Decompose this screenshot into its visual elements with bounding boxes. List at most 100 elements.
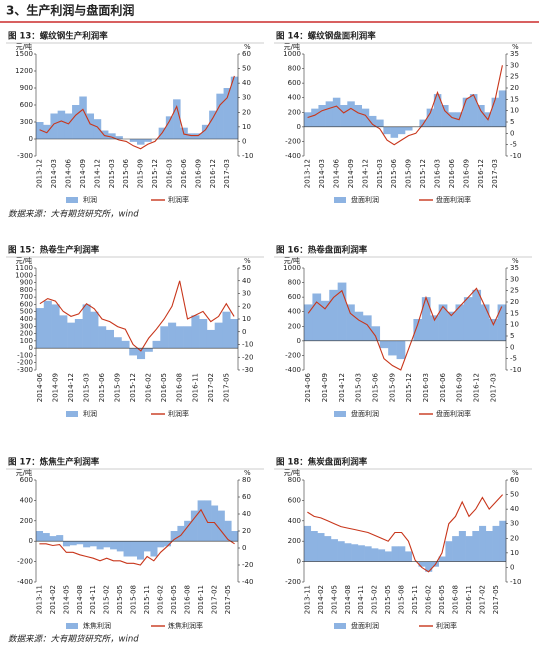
bar: [418, 561, 426, 567]
bar: [36, 122, 44, 139]
y2-tick-label: 20: [510, 84, 519, 92]
y-tick-label: 300: [20, 322, 33, 330]
x-tick-label: 2014-03: [50, 159, 58, 188]
bar: [93, 119, 102, 139]
legend-label: 利润率: [168, 195, 189, 204]
legend-swatch: [66, 197, 78, 203]
y-tick-label: 200: [20, 517, 33, 525]
x-tick-label: 2014-11: [89, 585, 97, 614]
x-tick-label: 2015-08: [398, 585, 406, 614]
y2-axis-unit: %: [244, 257, 251, 265]
y2-tick-label: 10: [510, 549, 519, 557]
y-tick-label: 200: [20, 330, 33, 338]
bar: [351, 544, 359, 562]
y-tick-label: 400: [20, 496, 33, 504]
y2-tick-label: 25: [510, 73, 519, 81]
bar: [344, 543, 352, 562]
x-tick-label: 2014-03: [318, 159, 326, 188]
x-tick-label: 2016-08: [184, 585, 192, 614]
chart-title: 图 13：螺纹钢生产利润率: [8, 31, 108, 42]
y-tick-label: 600: [20, 300, 33, 308]
x-tick-label: 2014-09: [347, 159, 355, 188]
y-tick-label: 200: [288, 322, 301, 330]
bar: [465, 536, 473, 562]
bar: [489, 319, 498, 341]
bar: [82, 304, 91, 349]
y2-tick-label: 30: [242, 94, 251, 102]
x-tick-label: 2015-11: [143, 585, 151, 614]
x-tick-label: 2016-08: [176, 373, 184, 402]
source-note: 数据来源：大有期货研究所，wind: [8, 209, 139, 220]
bar: [438, 304, 448, 341]
y2-tick-label: 0: [242, 137, 246, 145]
bar: [209, 110, 217, 139]
bar: [448, 112, 456, 127]
x-tick-label: 2017-03: [489, 373, 497, 402]
y2-axis-unit: %: [512, 257, 519, 265]
y-axis-unit: 元/吨: [284, 42, 300, 51]
bar: [231, 531, 239, 542]
y2-tick-label: 35: [510, 264, 519, 272]
bar: [447, 311, 456, 341]
bar: [388, 340, 397, 356]
y2-axis-unit: %: [512, 469, 519, 477]
bar: [332, 97, 341, 127]
y-tick-label: 1000: [283, 264, 301, 272]
x-tick-label: 2015-03: [376, 159, 384, 188]
bar: [143, 541, 151, 552]
bar: [49, 536, 57, 542]
bar: [86, 113, 95, 139]
x-tick-label: 2016-05: [160, 373, 168, 402]
bar: [397, 126, 406, 135]
bar: [318, 105, 326, 127]
bar: [57, 110, 66, 139]
chart-title: 图 17：炼焦生产利润率: [8, 457, 100, 468]
bar: [421, 297, 431, 341]
y2-tick-label: 40: [242, 510, 251, 518]
legend-label: 盘面利润率: [436, 409, 471, 418]
y-axis-unit: 元/吨: [16, 42, 32, 51]
legend-label: 盘面利润: [351, 621, 379, 630]
bar: [477, 105, 485, 127]
y-tick-label: 0: [29, 344, 33, 352]
bar: [304, 304, 313, 341]
chart-title: 图 14：螺纹钢盘面利润率: [276, 31, 376, 42]
y-axis-unit: 元/吨: [284, 468, 300, 477]
x-tick-label: 2014-09: [321, 373, 329, 402]
bar: [217, 510, 225, 542]
y-tick-label: 600: [288, 496, 301, 504]
bar: [98, 326, 107, 349]
y2-tick-label: 10: [510, 321, 519, 329]
y2-tick-label: 15: [510, 95, 519, 103]
legend-label: 利润: [83, 195, 97, 204]
bar: [413, 319, 423, 341]
bar: [469, 94, 478, 127]
x-tick-label: 2016-02: [145, 373, 153, 402]
y-tick-label: 100: [20, 337, 33, 345]
x-tick-label: 2016-06: [439, 372, 447, 402]
bar: [163, 541, 171, 547]
y2-tick-label: -20: [242, 561, 253, 569]
x-tick-label: 2016-09: [456, 373, 464, 402]
bar: [110, 541, 118, 550]
bar: [425, 561, 433, 572]
bar: [499, 520, 507, 562]
bar: [492, 525, 500, 562]
bar: [458, 531, 466, 562]
y2-tick-label: 50: [242, 264, 251, 272]
y-tick-label: 400: [288, 517, 301, 525]
y2-tick-label: -5: [510, 355, 517, 363]
bar: [137, 348, 146, 360]
y2-tick-label: 10: [242, 123, 251, 131]
bar: [123, 541, 131, 557]
bar: [115, 136, 123, 139]
bar: [498, 90, 507, 127]
x-tick-label: 2014-06: [36, 372, 44, 402]
bar: [340, 105, 348, 127]
y2-tick-label: 25: [510, 287, 519, 295]
bar: [165, 116, 174, 139]
bar: [190, 510, 198, 542]
y-tick-label: 800: [20, 286, 33, 294]
y2-tick-label: 30: [510, 275, 519, 283]
x-tick-label: 2015-02: [371, 585, 379, 614]
